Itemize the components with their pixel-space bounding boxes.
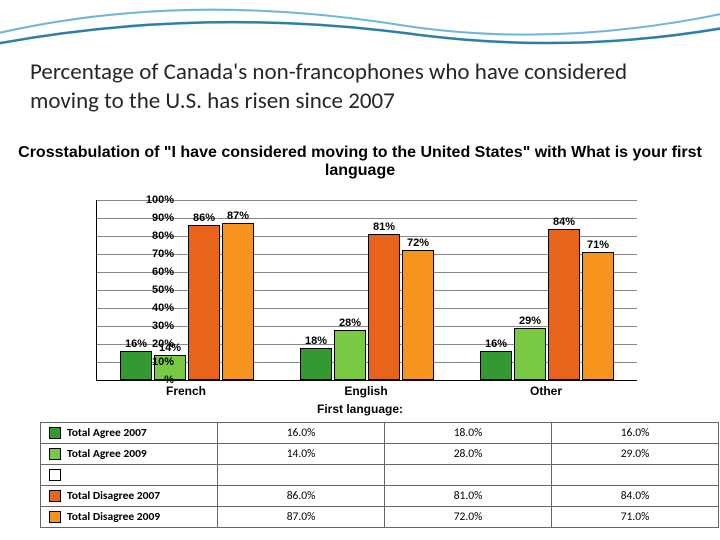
bar [222,223,254,380]
table-row: Total Disagree 2007 86.0%81.0%84.0% [41,486,719,507]
x-axis-title: First language: [0,402,720,416]
bar-value-label: 28% [339,317,361,329]
bar [334,330,366,380]
swoosh-line-1 [0,10,720,35]
bar [368,234,400,380]
slide: Percentage of Canada's non-francophones … [0,0,720,540]
table-row: Total Disagree 2009 87.0%72.0%71.0% [41,507,719,528]
table-cell: 84.0% [552,486,719,507]
bar-value-label: 18% [305,335,327,347]
bar-value-label: 84% [553,216,575,228]
legend-swatch [49,511,61,523]
bar-value-label: 71% [587,239,609,251]
bar-value-label: 29% [519,315,541,327]
table-cell [552,465,719,486]
legend-swatch [49,469,61,481]
bar-value-label: 87% [227,210,249,222]
bar-value-label: 81% [373,221,395,233]
table-row: Total Agree 2009 14.0%28.0%29.0% [41,444,719,465]
y-tick-label: 50% [126,284,174,296]
bar-value-label: 16% [485,338,507,350]
legend-label: Total Agree 2009 [67,447,147,461]
table-cell: 18.0% [385,423,552,444]
bar [480,351,512,380]
swoosh-line-2 [0,22,720,45]
table-cell: 28.0% [385,444,552,465]
slide-title: Percentage of Canada's non-francophones … [30,58,690,116]
table-cell [385,465,552,486]
bar [188,225,220,380]
bar [514,328,546,380]
legend-swatch [49,427,61,439]
x-category-label: French [166,384,206,398]
legend-data-table: Total Agree 200716.0%18.0%16.0%Total Agr… [40,422,719,528]
table-cell: 86.0% [218,486,385,507]
y-tick-label: 40% [126,302,174,314]
x-category-label: English [344,384,387,398]
y-tick-label: 70% [126,248,174,260]
chart-title: Crosstabulation of "I have considered mo… [0,144,720,180]
table-row: Total Agree 2007 16.0%18.0%16.0% [41,423,719,444]
chart-plot-area: 16%14%86%87%18%28%81%72%16%29%84%71% [96,200,637,381]
table-cell: 87.0% [218,507,385,528]
bar [300,348,332,380]
table-cell: 81.0% [385,486,552,507]
y-tick-label: 90% [126,212,174,224]
legend-label: Total Agree 2007 [67,426,147,440]
y-tick-label: 100% [126,194,174,206]
y-tick-label: 20% [126,338,174,350]
table-row [41,465,719,486]
y-tick-label: 10% [126,356,174,368]
table-cell: 16.0% [218,423,385,444]
gridline [97,200,637,201]
y-tick-label: 60% [126,266,174,278]
table-cell: 71.0% [552,507,719,528]
bar-value-label: 86% [193,212,215,224]
bar [402,250,434,380]
y-tick-label: 80% [126,230,174,242]
bar [548,229,580,380]
legend-swatch [49,490,61,502]
table-cell: 16.0% [552,423,719,444]
y-tick-label: 30% [126,320,174,332]
x-category-label: Other [530,384,562,398]
table-cell: 14.0% [218,444,385,465]
table-cell [218,465,385,486]
legend-swatch [49,448,61,460]
table-cell: 72.0% [385,507,552,528]
legend-label: Total Disagree 2009 [67,510,160,524]
table-cell: 29.0% [552,444,719,465]
legend-label: Total Disagree 2007 [67,489,160,503]
bar-value-label: 72% [407,237,429,249]
bar [582,252,614,380]
